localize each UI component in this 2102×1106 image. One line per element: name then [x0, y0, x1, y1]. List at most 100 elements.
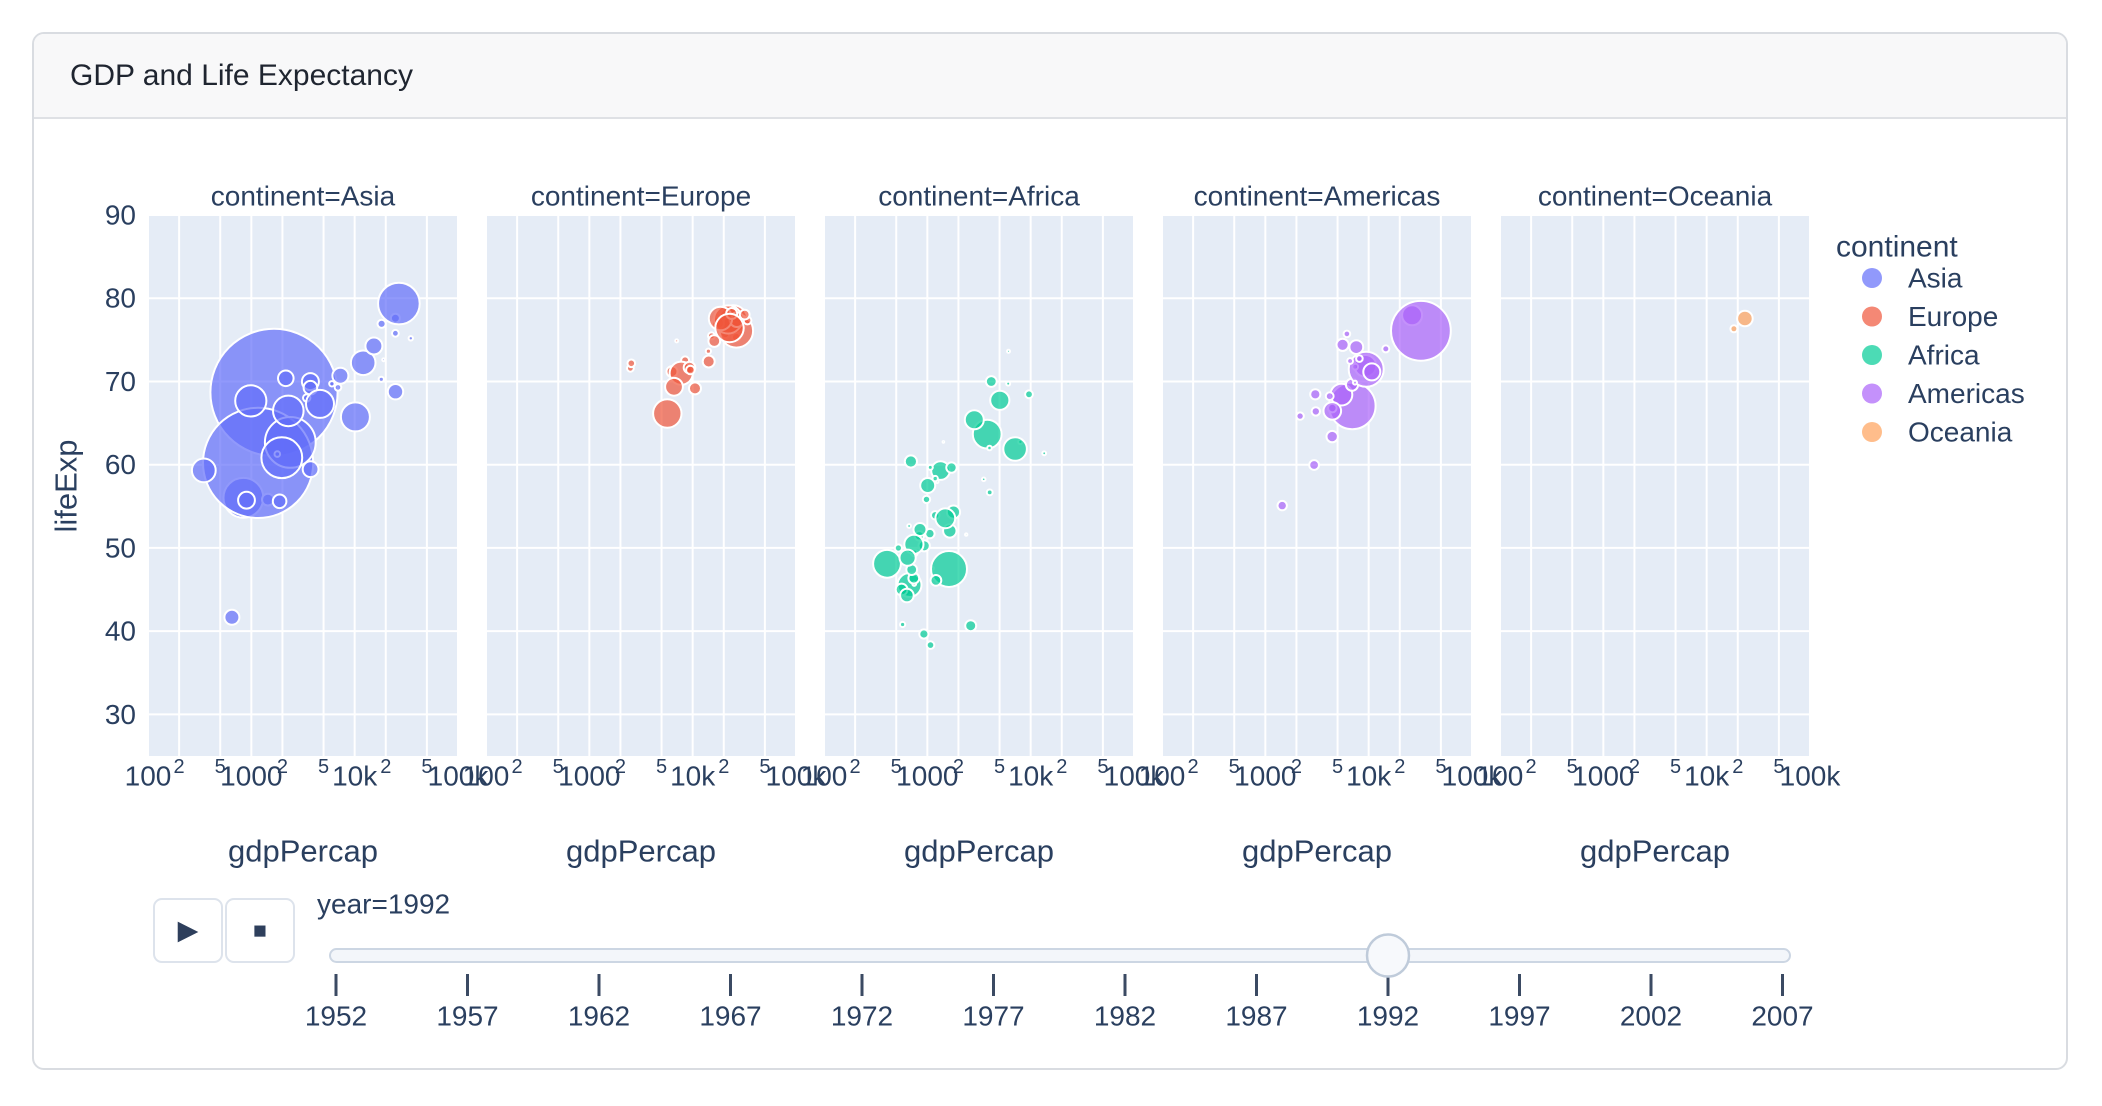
slider-handle[interactable]	[1365, 933, 1411, 978]
bubble-philippines[interactable]	[272, 394, 305, 428]
bubble-turkey[interactable]	[652, 398, 683, 429]
bubble-sierra-leone[interactable]	[925, 640, 936, 650]
bubble-lebanon[interactable]	[333, 383, 343, 392]
bubble-vietnam[interactable]	[234, 384, 268, 418]
bubble-togo[interactable]	[921, 494, 932, 505]
bubble-venezuela[interactable]	[1362, 362, 1382, 382]
play-button[interactable]: ▶	[153, 898, 223, 963]
bubble-japan[interactable]	[377, 281, 421, 326]
bubble-korea-rep[interactable]	[349, 349, 377, 377]
bubble-iran[interactable]	[339, 401, 371, 433]
bubble-united-kingdom[interactable]	[714, 312, 745, 344]
bubble-costa-rica[interactable]	[1342, 329, 1352, 339]
legend-item-africa[interactable]: Africa	[1862, 340, 1980, 371]
legend-item-americas[interactable]: Americas	[1862, 378, 2025, 409]
bubble-slovak-republic[interactable]	[685, 364, 696, 376]
bubble-guatemala[interactable]	[1325, 429, 1339, 444]
bubble-mauritania[interactable]	[931, 474, 939, 483]
bubble-bahrain[interactable]	[381, 357, 387, 363]
slider-step-1992[interactable]: 1992	[1357, 974, 1419, 1032]
bubble-thailand[interactable]	[305, 388, 335, 419]
bubble-south-africa[interactable]	[1002, 436, 1028, 462]
legend-item-asia[interactable]: Asia	[1862, 263, 1963, 294]
bubble-morocco[interactable]	[963, 409, 985, 431]
bubble-zimbabwe[interactable]	[903, 454, 919, 469]
bubble-czech-republic[interactable]	[701, 354, 716, 369]
bubble-myanmar[interactable]	[190, 457, 217, 484]
bubble-paraguay[interactable]	[1324, 391, 1335, 402]
bubble-portugal[interactable]	[707, 334, 722, 348]
bubble-peru[interactable]	[1322, 401, 1343, 421]
bubble-gambia[interactable]	[906, 523, 912, 529]
bubble-yemen-rep[interactable]	[271, 493, 288, 510]
bubble-saudi-arabia[interactable]	[386, 383, 405, 401]
bubble-australia[interactable]	[1736, 309, 1754, 328]
slider-step-1962[interactable]: 1962	[568, 974, 630, 1032]
bubble-congo-rep[interactable]	[985, 488, 994, 497]
bubble-uruguay[interactable]	[1355, 354, 1364, 363]
bubble-liberia[interactable]	[899, 620, 907, 629]
bubble-swaziland[interactable]	[980, 476, 987, 483]
bubble-somalia[interactable]	[918, 628, 930, 640]
bubble-uganda[interactable]	[898, 548, 917, 567]
legend-item-europe[interactable]: Europe	[1862, 301, 1998, 332]
bubble-ethiopia[interactable]	[872, 548, 902, 579]
bubble-new-zealand[interactable]	[1729, 324, 1739, 334]
bubble-united-states[interactable]	[1390, 299, 1452, 362]
bubble-puerto-rico[interactable]	[1381, 344, 1391, 354]
bubble-sao-tome-and-principe[interactable]	[941, 440, 946, 444]
legend-item-oceania[interactable]: Oceania	[1862, 417, 2013, 448]
stop-button[interactable]: ■	[225, 898, 295, 963]
bubble-malaysia[interactable]	[331, 366, 350, 385]
bubble-haiti[interactable]	[1276, 499, 1288, 512]
bubble-dominican-republic[interactable]	[1309, 388, 1322, 401]
slider-step-1952[interactable]: 1952	[305, 974, 367, 1032]
bubble-panama[interactable]	[1346, 357, 1354, 365]
bubble-afghanistan[interactable]	[223, 608, 241, 626]
bubble-tunisia[interactable]	[984, 375, 998, 388]
bubble-namibia[interactable]	[986, 444, 993, 452]
bubble-ghana[interactable]	[919, 477, 937, 494]
slider-track[interactable]	[329, 948, 1791, 963]
bubble-djibouti[interactable]	[964, 532, 969, 537]
slider-step-1997[interactable]: 1997	[1488, 974, 1551, 1032]
slider-step-2002[interactable]: 2002	[1620, 974, 1682, 1032]
bubble-lesotho[interactable]	[926, 463, 934, 471]
slider-step-1972[interactable]: 1972	[831, 974, 893, 1032]
slider-step-1967[interactable]: 1967	[699, 974, 762, 1032]
slider-step-1957[interactable]: 1957	[436, 974, 499, 1032]
bubble-bolivia[interactable]	[1308, 459, 1320, 471]
bubble-trinidad-and-tobago[interactable]	[1352, 379, 1358, 386]
bubble-israel[interactable]	[376, 318, 387, 329]
bubble-libya[interactable]	[1024, 389, 1034, 400]
bubble-reunion[interactable]	[1006, 348, 1011, 354]
bubble-nicaragua[interactable]	[1295, 411, 1305, 421]
bubble-kuwait[interactable]	[407, 335, 414, 342]
slider-step-2007[interactable]: 2007	[1751, 974, 1814, 1032]
bubble-algeria[interactable]	[989, 389, 1011, 411]
slider-step-1982[interactable]: 1982	[1094, 974, 1156, 1032]
bubble-honduras[interactable]	[1310, 406, 1322, 417]
slider-step-1987[interactable]: 1987	[1225, 974, 1288, 1032]
bubble-iraq[interactable]	[301, 460, 320, 479]
bubble-west-bank-and-gaza[interactable]	[328, 380, 336, 388]
slider-step-1977[interactable]: 1977	[962, 974, 1025, 1032]
bubble-angola[interactable]	[964, 619, 978, 633]
bubble-sudan[interactable]	[934, 507, 957, 530]
bubble-bosnia-and-herzegovina[interactable]	[626, 358, 637, 369]
bubble-romania[interactable]	[664, 376, 684, 397]
bubble-mozambique[interactable]	[899, 587, 915, 604]
bubble-zambia[interactable]	[929, 574, 943, 587]
bubble-oman[interactable]	[377, 375, 385, 383]
bubble-nepal[interactable]	[237, 490, 256, 510]
bubble-mauritius[interactable]	[1005, 380, 1012, 387]
bubble-taiwan[interactable]	[364, 336, 384, 356]
bubble-senegal[interactable]	[945, 461, 958, 474]
bubble-montenegro[interactable]	[674, 338, 680, 344]
bubble-sri-lanka[interactable]	[277, 369, 295, 388]
bubble-hungary[interactable]	[688, 381, 702, 396]
bubble-pakistan[interactable]	[260, 436, 304, 480]
bubble-eritrea[interactable]	[893, 543, 904, 553]
bubble-singapore[interactable]	[391, 328, 400, 338]
bubble-cuba[interactable]	[1335, 337, 1350, 352]
